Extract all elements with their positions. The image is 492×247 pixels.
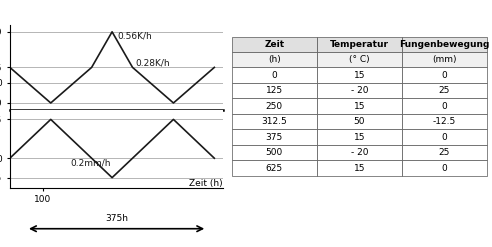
Text: 0.56K/h: 0.56K/h bbox=[118, 32, 153, 41]
Text: 0.28K/h: 0.28K/h bbox=[136, 58, 170, 67]
Text: 0.2mm/h: 0.2mm/h bbox=[70, 159, 111, 168]
Text: 375h: 375h bbox=[105, 214, 128, 223]
Text: Zeit (h): Zeit (h) bbox=[189, 179, 222, 188]
